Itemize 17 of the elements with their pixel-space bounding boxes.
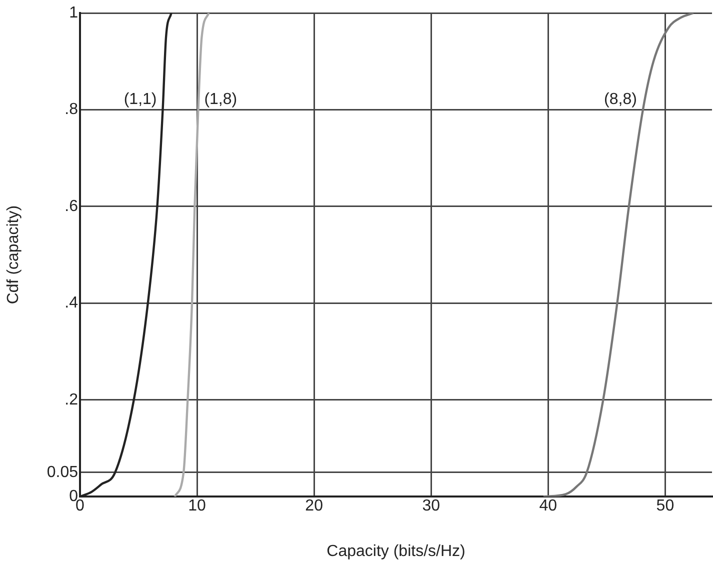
y-axis-title: Cdf (capacity) xyxy=(5,205,22,304)
y-tick-label: .2 xyxy=(64,391,78,408)
x-tick-label: 30 xyxy=(422,498,440,515)
series-label: (1,1) xyxy=(124,91,157,108)
x-tick-label: 20 xyxy=(305,498,324,515)
series-label: (1,8) xyxy=(204,91,238,108)
x-tick-label: 50 xyxy=(656,498,674,515)
x-tick-label: 10 xyxy=(188,498,206,515)
y-tick-label: 1 xyxy=(69,4,78,22)
x-tick-label: 40 xyxy=(539,498,558,515)
y-tick-label: .4 xyxy=(64,294,78,312)
x-axis-title: Capacity (bits/s/Hz) xyxy=(326,542,466,560)
y-tick-label: .6 xyxy=(64,198,78,215)
line-series xyxy=(542,13,694,497)
series-label: (8,8) xyxy=(604,91,637,108)
y-tick-label: .8 xyxy=(64,101,78,118)
y-tick-label: 0.05 xyxy=(46,464,78,481)
